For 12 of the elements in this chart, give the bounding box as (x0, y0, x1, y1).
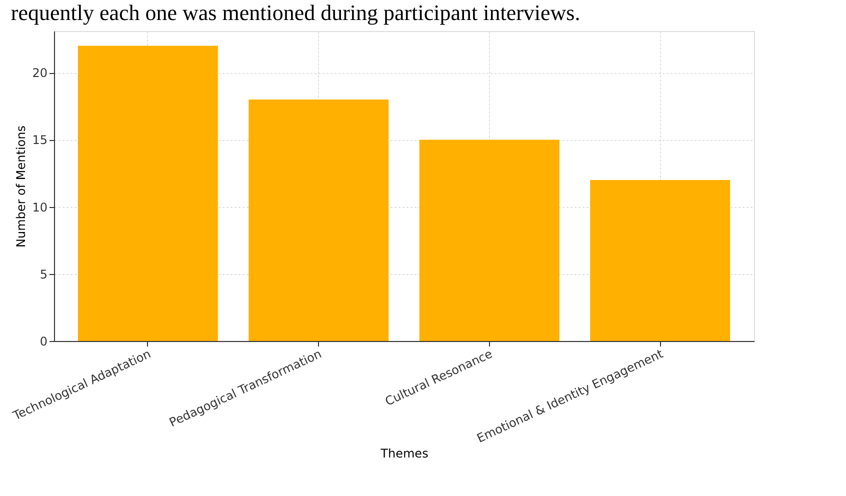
chart-title: requently each one was mentioned during participant interviews. (10, 0, 580, 25)
y-axis-title: Number of Mentions (14, 126, 28, 248)
x-axis-title: Themes (380, 446, 428, 461)
bar (248, 99, 389, 341)
bar (78, 46, 218, 341)
bar (590, 180, 730, 341)
y-tick-label: 20 (32, 66, 48, 80)
y-tick-label: 0 (40, 334, 48, 348)
bar (419, 140, 560, 341)
y-tick-label: 5 (40, 267, 48, 282)
y-tick-label: 15 (32, 133, 48, 148)
y-tick-label: 10 (32, 200, 48, 214)
